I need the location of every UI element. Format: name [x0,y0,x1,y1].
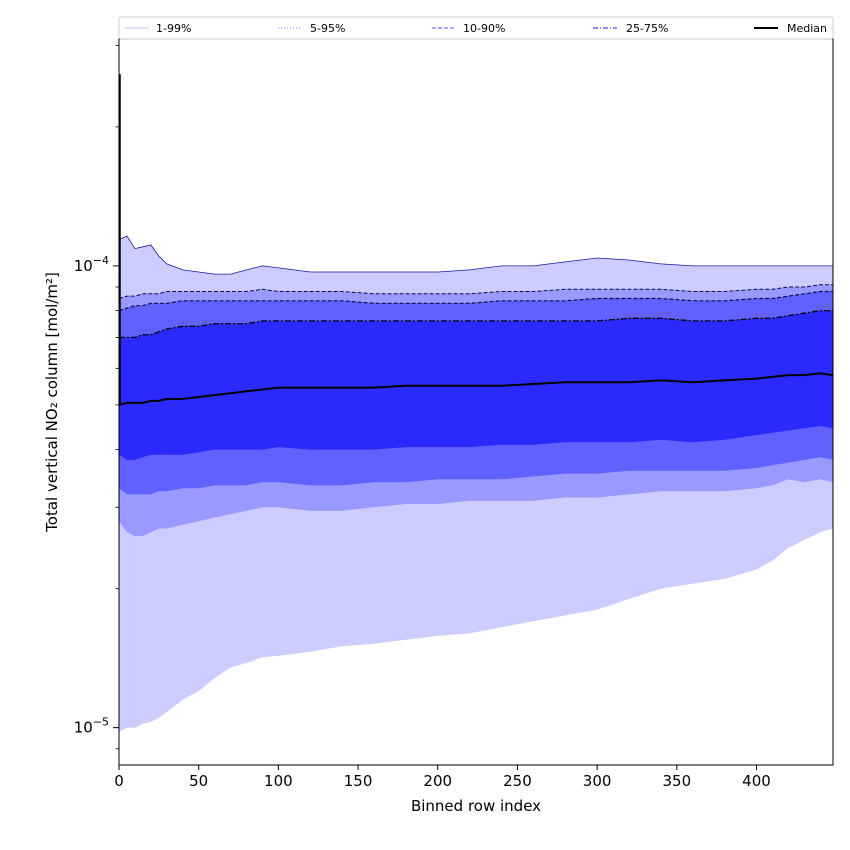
x-tick-label: 100 [264,772,293,790]
legend-label: Median [787,22,827,35]
legend-label: 10-90% [463,22,505,35]
line-median [119,372,833,406]
line-p95 [119,284,833,299]
x-tick-label: 350 [662,772,691,790]
y-axis-label: Total vertical NO₂ column [mol/m²] [43,272,61,533]
x-tick-label: 300 [583,772,612,790]
x-tick-label: 0 [114,772,124,790]
x-tick-label: 50 [189,772,208,790]
line-p99 [119,235,833,275]
x-tick-label: 200 [423,772,452,790]
y-tick-label: 10−5 [74,716,109,737]
y-tick-label: 10−4 [74,254,109,275]
x-tick-label: 250 [503,772,532,790]
legend-label: 1-99% [156,22,191,35]
x-tick-label: 400 [742,772,771,790]
x-tick-label: 150 [344,772,373,790]
plot-area [119,74,833,732]
bands-group [119,74,833,732]
line-p90 [119,290,833,312]
line-p75 [119,309,833,339]
legend-label: 25-75% [626,22,668,35]
legend-label: 5-95% [310,22,345,35]
axes: 0 50 100 150 200 250 300 350 400 10−5 10−4 [74,38,834,790]
legend-box [118,16,834,40]
x-axis-label: Binned row index [411,797,541,815]
legend: 1-99% 5-95% 10-90% 25-75% Median [118,16,834,40]
